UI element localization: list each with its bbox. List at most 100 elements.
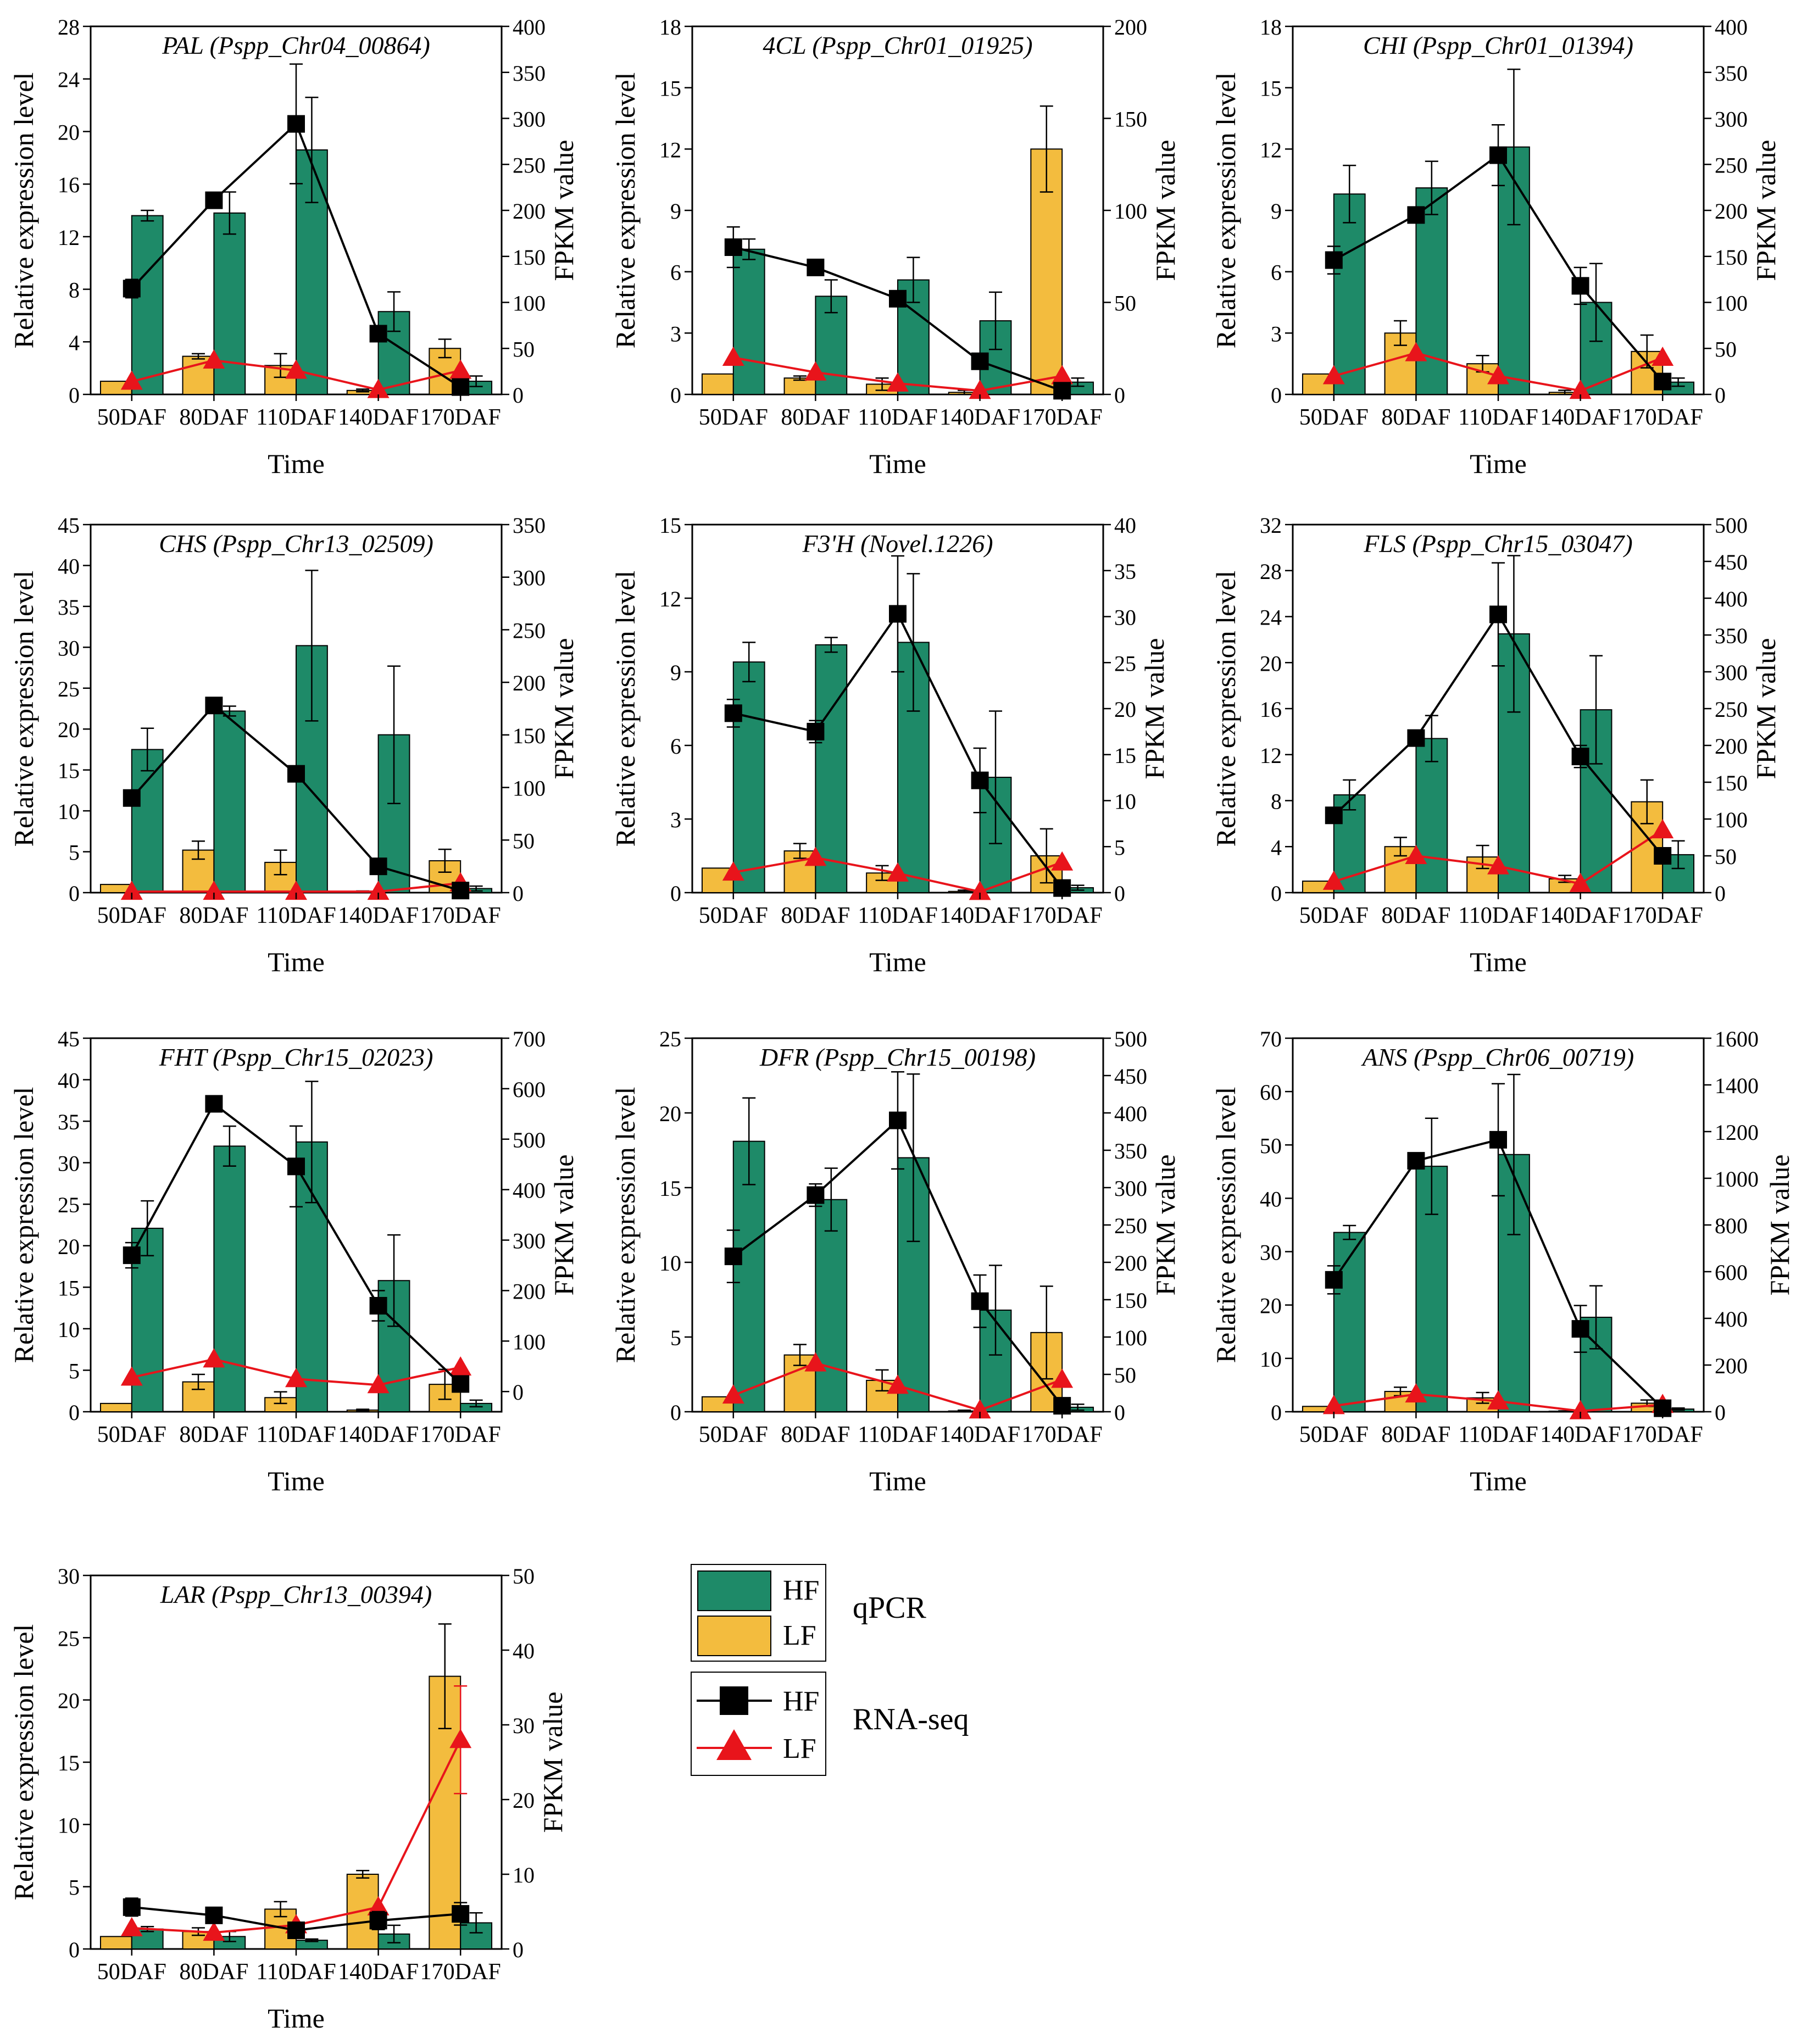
line-rnaseq-hf-point-110DAF	[287, 1922, 305, 1939]
line-rnaseq-hf-point-80DAF	[1407, 1152, 1425, 1170]
y-tick-label: 24	[1260, 605, 1282, 630]
y-tick-label: 60	[1260, 1080, 1282, 1105]
y-tick-label: 0	[670, 881, 681, 906]
y-tick-label: 10	[58, 799, 80, 824]
bar-qpcr-hf-50DAF	[1333, 1232, 1366, 1413]
x-tick-label: 80DAF	[1381, 903, 1450, 928]
y-tick-label: 6	[670, 260, 681, 285]
y2-tick-label: 300	[1114, 1176, 1147, 1201]
line-rnaseq-hf-point-170DAF	[1053, 1397, 1071, 1415]
y2-tick-label: 450	[1114, 1064, 1147, 1089]
x-tick-label: 170DAF	[420, 1422, 501, 1447]
y-tick-label: 12	[58, 225, 80, 250]
y2-tick-label: 0	[513, 1937, 524, 1962]
y-axis-label: Relative expression level	[610, 1087, 641, 1363]
line-rnaseq-lf-point-140DAF	[367, 378, 390, 398]
chart-panel-3: 0 3 6 9 12 15 18 0 50 100 150 200 250 300 350 400 50DAF 8…	[1210, 15, 1781, 479]
y2-tick-label: 600	[1715, 1260, 1748, 1285]
x-tick-label: 80DAF	[781, 903, 850, 928]
chart-panels: 048121620242805010015020025030035040050D…	[8, 15, 1795, 2034]
y-tick-label: 0	[69, 881, 80, 906]
legend-rnaseq-hf-marker	[720, 1686, 748, 1715]
chart-panel-1: 0 4 8 12 16 20 24 28 0 50 100 150 200 250 300 350 400 50D…	[8, 15, 579, 479]
x-tick-label: 140DAF	[1540, 1422, 1621, 1447]
x-tick-label: 50DAF	[699, 1422, 768, 1447]
line-rnaseq-hf-point-140DAF	[971, 1292, 989, 1310]
y2-tick-label: 50	[513, 828, 535, 853]
y2-tick-label: 50	[1715, 844, 1737, 869]
y-tick-label: 0	[670, 383, 681, 408]
y-tick-label: 3	[670, 321, 681, 346]
line-rnaseq-hf-point-140DAF	[1571, 1320, 1589, 1338]
y-tick-label: 10	[58, 1317, 80, 1342]
line-rnaseq-lf-point-170DAF	[1652, 819, 1674, 839]
line-rnaseq-lf-point-50DAF	[722, 861, 744, 881]
x-tick-label: 80DAF	[179, 405, 248, 430]
y2-tick-label: 30	[1114, 605, 1136, 630]
x-tick-label: 170DAF	[1622, 903, 1703, 928]
line-rnaseq-lf-point-110DAF	[285, 881, 307, 900]
line-rnaseq-lf-point-110DAF	[285, 359, 307, 379]
y-tick-label: 0	[1271, 1400, 1282, 1425]
y2-tick-label: 200	[513, 671, 546, 695]
y2-tick-label: 0	[513, 1380, 524, 1405]
line-rnaseq-hf-point-140DAF	[369, 1297, 387, 1315]
y2-tick-label: 300	[513, 107, 546, 132]
y2-tick-label: 0	[1715, 881, 1726, 906]
line-rnaseq-lf-point-80DAF	[203, 349, 225, 369]
line-rnaseq-hf-point-80DAF	[807, 722, 825, 740]
y2-tick-label: 250	[1715, 697, 1748, 722]
line-rnaseq-lf-point-140DAF	[969, 1399, 991, 1419]
y-tick-label: 3	[1271, 321, 1282, 346]
y2-tick-label: 500	[513, 1128, 546, 1152]
y2-tick-label: 150	[1114, 1288, 1147, 1313]
x-tick-label: 170DAF	[420, 903, 501, 928]
line-rnaseq-lf-point-140DAF	[367, 1374, 390, 1394]
y-tick-label: 5	[670, 1325, 681, 1350]
line-rnaseq-hf-point-140DAF	[369, 857, 387, 876]
x-tick-label: 140DAF	[939, 903, 1020, 928]
y2-tick-label: 100	[1715, 291, 1748, 316]
bar-qpcr-hf-50DAF	[131, 749, 164, 893]
y-tick-label: 20	[58, 717, 80, 742]
y2-tick-label: 50	[1114, 1363, 1136, 1388]
line-rnaseq-lf-point-50DAF	[120, 370, 143, 390]
y2-tick-label: 200	[1715, 199, 1748, 224]
y-tick-label: 45	[58, 1027, 80, 1051]
y2-tick-label: 1200	[1715, 1120, 1759, 1145]
legend-rnaseq-hf-label: HF	[783, 1686, 819, 1717]
legend-rnaseq-title: RNA-seq	[853, 1702, 969, 1736]
line-rnaseq-hf-point-110DAF	[287, 1157, 305, 1176]
y2-tick-label: 100	[1114, 1325, 1147, 1350]
line-rnaseq-lf-point-110DAF	[1487, 365, 1509, 385]
y-tick-label: 12	[659, 137, 681, 162]
y2-tick-label: 100	[513, 291, 546, 316]
y-tick-label: 28	[58, 15, 80, 40]
line-rnaseq-lf-point-140DAF	[367, 881, 390, 900]
line-rnaseq-lf-point-140DAF	[969, 881, 991, 900]
y-tick-label: 15	[659, 76, 681, 101]
x-tick-label: 170DAF	[420, 1959, 501, 1985]
line-rnaseq-lf-point-110DAF	[887, 1374, 909, 1394]
bar-qpcr-hf-80DAF	[1415, 738, 1448, 893]
x-tick-label: 110DAF	[1458, 405, 1538, 430]
bar-qpcr-hf-50DAF	[732, 248, 765, 395]
y-tick-label: 20	[58, 120, 80, 144]
y2-tick-label: 1400	[1715, 1073, 1759, 1098]
legend-rnaseq-box	[691, 1672, 826, 1776]
y-tick-label: 32	[1260, 513, 1282, 538]
y2-tick-label: 20	[1114, 697, 1136, 722]
y2-tick-label: 350	[1715, 61, 1748, 86]
y-tick-label: 12	[1260, 137, 1282, 162]
x-tick-label: 80DAF	[179, 903, 248, 928]
y-tick-label: 16	[1260, 697, 1282, 722]
y2-tick-label: 500	[1114, 1027, 1147, 1051]
y-axis-label: Relative expression level	[1210, 73, 1241, 349]
y2-tick-label: 200	[1114, 15, 1147, 40]
chart-title: CHS (Pspp_Chr13_02509)	[159, 530, 433, 558]
y-tick-label: 25	[58, 677, 80, 701]
y-tick-label: 6	[1271, 260, 1282, 285]
line-rnaseq-lf-point-80DAF	[804, 361, 827, 381]
chart-title: FLS (Pspp_Chr15_03047)	[1363, 530, 1632, 558]
